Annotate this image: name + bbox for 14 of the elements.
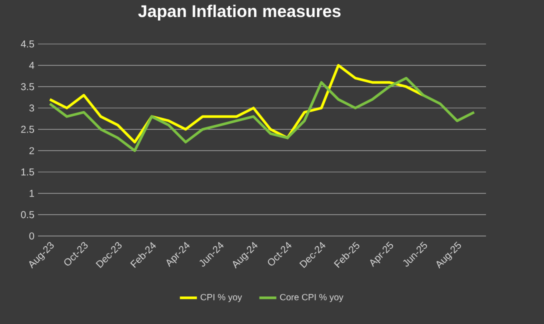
y-tick-label: 1 [30, 190, 34, 197]
y-tick-label: 3.5 [21, 83, 34, 90]
y-tick-label: 0.5 [21, 211, 34, 218]
y-tick-label: 1.5 [21, 168, 34, 176]
y-tick-label: 0 [29, 232, 34, 240]
line-series [48, 76, 476, 152]
y-tick-label: 4.5 [20, 40, 34, 48]
y-tick-label: 2.5 [21, 126, 34, 133]
y-tick-label: 2 [29, 147, 34, 154]
y-tick-label: 3 [29, 104, 34, 112]
y-tick-label: 4 [29, 62, 34, 69]
chart-title: Japan Inflation measures [138, 4, 341, 21]
legend-label: Core CPI % yoy [280, 294, 344, 302]
legend-label: CPI % yoy [200, 294, 242, 302]
